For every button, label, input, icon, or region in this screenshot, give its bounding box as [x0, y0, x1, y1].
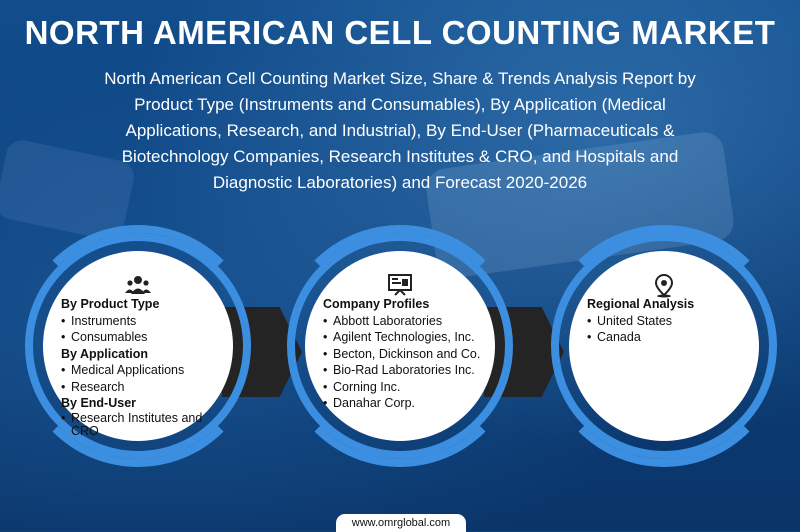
list-item: Corning Inc. [323, 379, 491, 396]
company-list: Abbott Laboratories Agilent Technologies… [323, 313, 491, 412]
list-item: Danahar Corp. [323, 395, 491, 412]
page-title: NORTH AMERICAN CELL COUNTING MARKET [24, 14, 776, 51]
list-item: Agilent Technologies, Inc. [323, 329, 491, 346]
list-item: Research [61, 379, 229, 396]
website-link[interactable]: www.omrglobal.com [336, 514, 466, 532]
list-item: Becton, Dickinson and Co. [323, 346, 491, 363]
ring-arc [17, 225, 259, 467]
group-list: Instruments Consumables [61, 313, 229, 346]
group-heading: By Application [61, 346, 149, 361]
company-profiles-panel: Company Profiles Abbott Laboratories Agi… [305, 251, 495, 441]
people-gear-icon [125, 276, 151, 294]
regional-analysis-content: Regional Analysis United States Canada [587, 296, 755, 346]
group-heading: By Product Type [61, 297, 160, 311]
list-item: Abbott Laboratories [323, 313, 491, 330]
list-item: Research Institutes and CRO [61, 411, 229, 438]
page-subtitle: North American Cell Counting Market Size… [104, 69, 696, 192]
list-item: Canada [587, 329, 755, 346]
location-pin-icon [654, 274, 674, 298]
presentation-board-icon [388, 274, 412, 296]
list-item: Bio-Rad Laboratories Inc. [323, 362, 491, 379]
regional-analysis-circle: Regional Analysis United States Canada [543, 225, 785, 467]
list-item: United States [587, 313, 755, 330]
group-list: Research Institutes and CRO [61, 411, 229, 438]
ring-arc [543, 225, 785, 467]
company-profiles-content: Company Profiles Abbott Laboratories Agi… [323, 296, 491, 412]
company-profiles-circle: Company Profiles Abbott Laboratories Agi… [279, 225, 521, 467]
group-list: Medical Applications Research [61, 362, 229, 395]
group-heading: By End-User [61, 396, 137, 410]
segmentation-panel: By Product Type Instruments Consumables … [43, 251, 233, 441]
list-item: Medical Applications [61, 362, 229, 379]
list-item: Consumables [61, 329, 229, 346]
section-heading: Company Profiles [323, 297, 430, 311]
section-heading: Regional Analysis [587, 297, 695, 311]
segmentation-content: By Product Type Instruments Consumables … [61, 296, 229, 438]
segmentation-circle: By Product Type Instruments Consumables … [17, 225, 259, 467]
regional-analysis-panel: Regional Analysis United States Canada [569, 251, 759, 441]
region-list: United States Canada [587, 313, 755, 346]
list-item: Instruments [61, 313, 229, 330]
ring-arc [279, 225, 521, 467]
